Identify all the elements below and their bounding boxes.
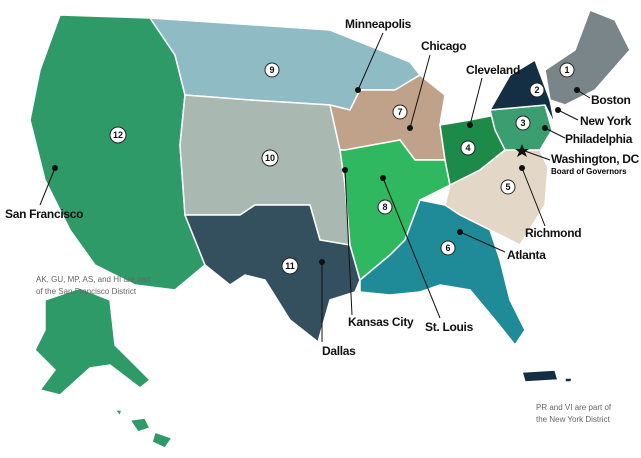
board-label: Board of Governors bbox=[551, 167, 627, 176]
district-number: 5 bbox=[505, 182, 510, 192]
district-11 bbox=[183, 204, 361, 344]
district-numbers: 1 2 3 4 5 6 7 8 9 10 11 12 bbox=[109, 62, 575, 275]
city-label: Kansas City bbox=[348, 315, 414, 329]
city-label: San Francisco bbox=[5, 207, 83, 221]
district-number: 7 bbox=[397, 107, 402, 117]
note: AK, GU, MP, AS, and HI are part of the S… bbox=[36, 275, 152, 296]
district-number: 4 bbox=[465, 143, 470, 153]
district-number: 1 bbox=[564, 65, 569, 75]
city-label: Dallas bbox=[322, 344, 356, 358]
city-label: Philadelphia bbox=[565, 132, 633, 146]
alaska bbox=[34, 287, 152, 396]
city-label: Chicago bbox=[421, 39, 466, 53]
dc-label: Washington, DC bbox=[551, 152, 640, 166]
city-label: St. Louis bbox=[425, 320, 474, 334]
district-number: 6 bbox=[445, 243, 450, 253]
district-number: 8 bbox=[382, 202, 387, 212]
district-number: 9 bbox=[269, 65, 274, 75]
city-label: Cleveland bbox=[466, 63, 520, 77]
district-6 bbox=[359, 199, 526, 347]
city-label: Atlanta bbox=[507, 248, 546, 262]
city-label: Richmond bbox=[525, 226, 581, 240]
district-number: 3 bbox=[520, 118, 525, 128]
district-number: 10 bbox=[265, 153, 275, 163]
city-label: Boston bbox=[591, 93, 631, 107]
district-number: 2 bbox=[534, 85, 539, 95]
district-number: 11 bbox=[285, 261, 295, 271]
district-number: 12 bbox=[113, 130, 123, 140]
city-label: New York bbox=[580, 114, 632, 128]
hawaii bbox=[113, 409, 174, 449]
leaders bbox=[39, 32, 591, 342]
city-label: Minneapolis bbox=[345, 17, 412, 31]
district-1 bbox=[544, 9, 631, 106]
puerto-rico bbox=[521, 369, 573, 383]
note: PR and VI are part of the New York Distr… bbox=[536, 403, 612, 424]
